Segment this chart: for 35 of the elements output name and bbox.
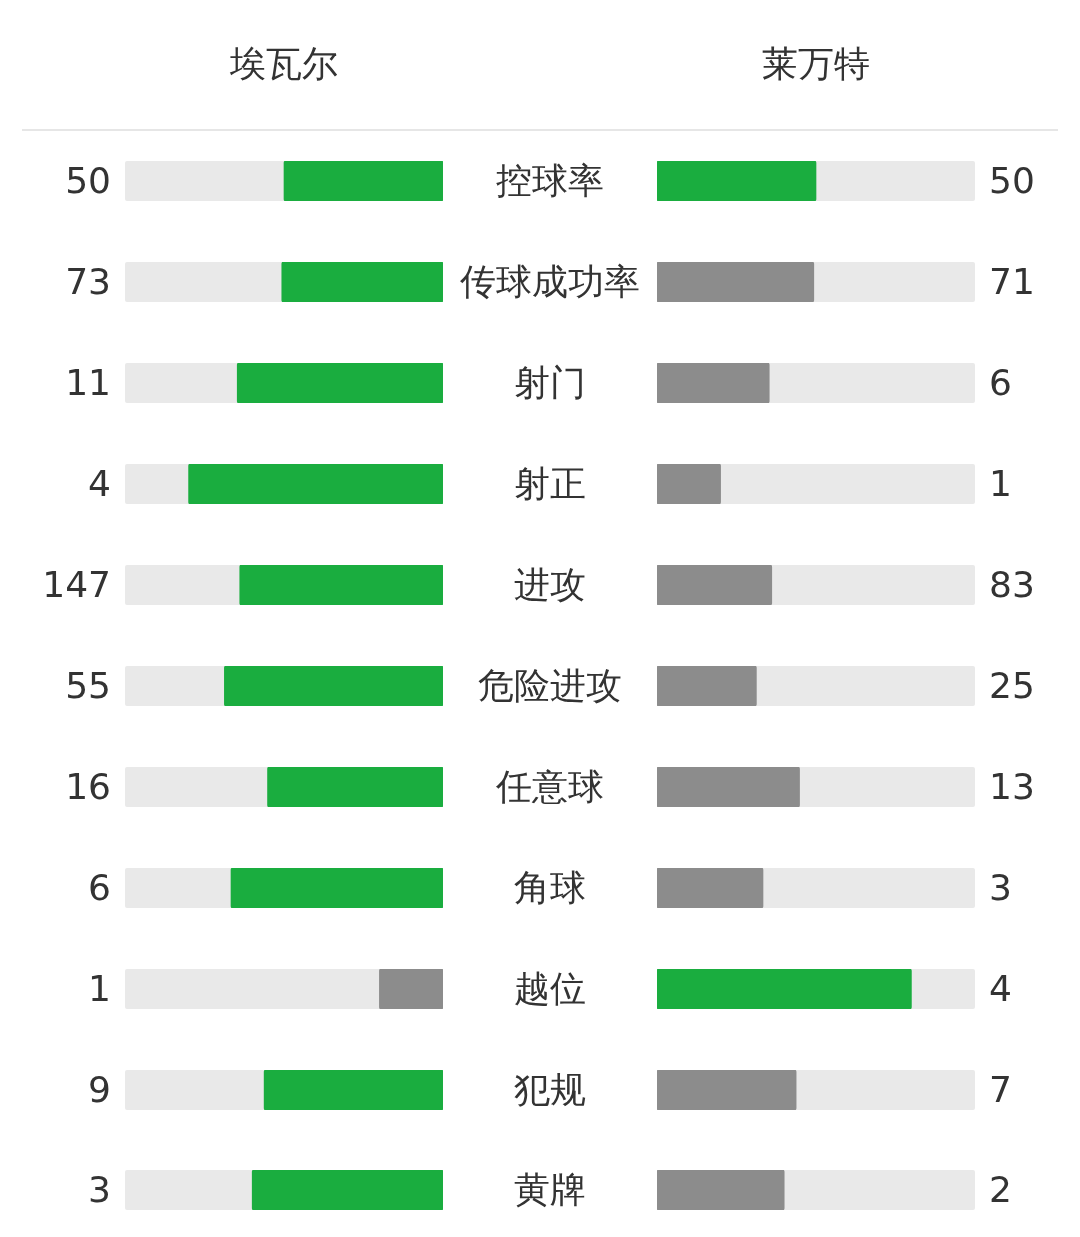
data-label: 6 — [989, 362, 1012, 404]
data-label: 71 — [989, 261, 1035, 303]
data-label: 1 — [989, 463, 1012, 505]
data-label: 25 — [989, 664, 1035, 706]
data-label: 2 — [989, 1169, 1012, 1211]
category-label: 黄牌 — [513, 1169, 587, 1211]
data-label: 4 — [989, 967, 1012, 1009]
category-label: 控球率 — [495, 160, 605, 202]
category-label: 射门 — [513, 362, 587, 404]
text: 埃瓦尔 — [229, 43, 339, 84]
data-label: 50 — [65, 160, 111, 202]
data-label: 6 — [88, 866, 111, 908]
data-label: 1 — [88, 967, 111, 1009]
category-label: 传球成功率 — [459, 261, 641, 303]
category-label: 危险进攻 — [477, 664, 623, 706]
category-label: 任意球 — [495, 765, 605, 807]
text: 莱万特 — [761, 43, 871, 84]
data-label: 50 — [989, 160, 1035, 202]
category-label: 犯规 — [513, 1068, 587, 1110]
data-label: 73 — [65, 261, 111, 303]
category-label: 越位 — [513, 967, 587, 1009]
data-label: 11 — [65, 362, 111, 404]
data-label: 13 — [989, 765, 1035, 807]
data-label: 147 — [42, 564, 111, 606]
data-label: 7 — [989, 1068, 1012, 1110]
category-label: 角球 — [513, 866, 587, 908]
data-label: 4 — [88, 463, 111, 505]
data-label: 3 — [989, 866, 1012, 908]
data-label: 16 — [65, 765, 111, 807]
category-label: 射正 — [513, 463, 587, 505]
data-label: 55 — [65, 664, 111, 706]
data-label: 3 — [88, 1169, 111, 1211]
data-label: 9 — [88, 1068, 111, 1110]
data-label: 83 — [989, 564, 1035, 606]
category-label: 进攻 — [513, 564, 587, 606]
